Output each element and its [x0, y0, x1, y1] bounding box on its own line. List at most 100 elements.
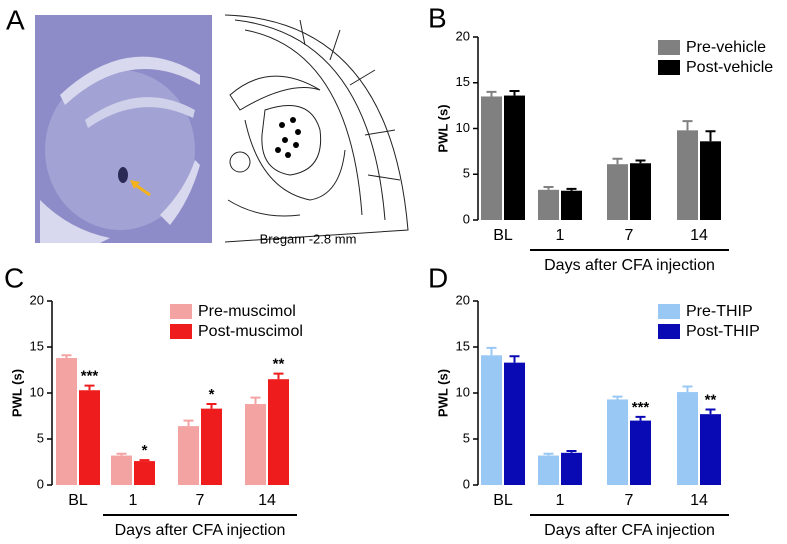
x-tick-label: 14 — [690, 492, 708, 509]
significance-label: * — [142, 442, 148, 459]
bar — [677, 130, 698, 220]
significance-label: * — [209, 386, 215, 403]
bar — [245, 404, 266, 485]
error-bar — [566, 187, 577, 191]
y-axis-label: PWL (s) — [435, 369, 450, 417]
error-bar — [250, 396, 261, 405]
error-bar — [612, 395, 623, 400]
y-tick-label: 20 — [30, 292, 44, 307]
x-tick-label: 7 — [625, 227, 634, 244]
atlas-drawing — [222, 14, 410, 243]
x-tick-label: 14 — [258, 492, 276, 509]
bar — [56, 358, 77, 485]
legend-swatch — [658, 60, 680, 75]
x-axis-label: Days after CFA injection — [544, 522, 715, 539]
bar — [504, 362, 525, 485]
bar — [481, 355, 502, 485]
bar — [700, 414, 721, 485]
error-bar — [273, 372, 284, 380]
error-bar — [682, 120, 693, 131]
y-tick-label: 10 — [456, 120, 470, 135]
x-tick-label: 14 — [690, 227, 708, 244]
y-tick-label: 20 — [456, 28, 470, 43]
bar — [607, 399, 628, 485]
bar — [504, 95, 525, 220]
error-bar — [509, 89, 520, 96]
bar — [677, 392, 698, 485]
legend-swatch — [170, 324, 192, 339]
y-tick-label: 5 — [463, 166, 470, 181]
y-axis-label: PWL (s) — [9, 369, 24, 417]
x-tick-label: 1 — [129, 492, 138, 509]
x-axis-label: Days after CFA injection — [544, 257, 715, 274]
error-bar — [705, 408, 716, 415]
bar — [607, 164, 628, 220]
error-bar — [635, 159, 646, 164]
x-tick-label: 7 — [196, 492, 205, 509]
legend-label: Pre-muscimol — [198, 303, 296, 320]
y-tick-label: 10 — [456, 384, 470, 399]
error-bar — [183, 419, 194, 427]
error-bar — [116, 452, 127, 456]
error-bar — [566, 449, 577, 453]
panel-label: C — [4, 262, 24, 293]
bar — [700, 141, 721, 220]
bar — [561, 190, 582, 220]
legend-label: Post-THIP — [686, 323, 760, 340]
x-axis-label: Days after CFA injection — [115, 522, 286, 539]
error-bar — [509, 355, 520, 363]
y-tick-label: 0 — [463, 211, 470, 226]
histology-image — [35, 15, 212, 243]
y-tick-label: 5 — [37, 430, 44, 445]
bar — [178, 426, 199, 485]
x-tick-label: 1 — [556, 227, 565, 244]
bar — [538, 189, 559, 220]
bar — [561, 452, 582, 485]
x-tick-label: BL — [68, 492, 88, 509]
error-bar — [612, 157, 623, 165]
x-tick-label: 7 — [625, 492, 634, 509]
bar — [268, 379, 289, 485]
legend-swatch — [658, 304, 680, 319]
bar — [201, 408, 222, 485]
y-tick-label: 15 — [456, 338, 470, 353]
significance-label: *** — [81, 368, 99, 385]
bar — [538, 455, 559, 485]
y-tick-label: 10 — [30, 384, 44, 399]
error-bar — [543, 452, 554, 456]
legend-swatch — [658, 40, 680, 55]
error-bar — [682, 385, 693, 393]
legend-label: Post-muscimol — [198, 323, 303, 340]
bar — [630, 163, 651, 220]
y-tick-label: 0 — [37, 476, 44, 491]
y-tick-label: 0 — [463, 476, 470, 491]
x-tick-label: BL — [493, 492, 513, 509]
bar — [134, 461, 155, 485]
legend-swatch — [658, 324, 680, 339]
y-tick-label: 20 — [456, 292, 470, 307]
atlas-caption: Bregam -2.8 mm — [260, 231, 357, 246]
error-bar — [705, 130, 716, 142]
panel-label: B — [428, 2, 447, 33]
y-tick-label: 15 — [30, 338, 44, 353]
error-bar — [486, 346, 497, 356]
y-tick-label: 15 — [456, 74, 470, 89]
bar — [630, 420, 651, 485]
bar — [481, 96, 502, 220]
significance-label: ** — [705, 392, 717, 409]
bar — [79, 390, 100, 485]
y-tick-label: 5 — [463, 430, 470, 445]
panel-label: A — [6, 4, 25, 35]
legend-label: Pre-vehicle — [686, 39, 766, 56]
y-axis-label: PWL (s) — [435, 104, 450, 152]
bar — [111, 455, 132, 485]
error-bar — [61, 354, 72, 359]
legend-label: Pre-THIP — [686, 303, 753, 320]
panel-label: D — [428, 262, 448, 293]
error-bar — [486, 90, 497, 97]
legend-label: Post-vehicle — [686, 59, 773, 76]
x-tick-label: BL — [493, 227, 513, 244]
error-bar — [543, 186, 554, 190]
legend-swatch — [170, 304, 192, 319]
